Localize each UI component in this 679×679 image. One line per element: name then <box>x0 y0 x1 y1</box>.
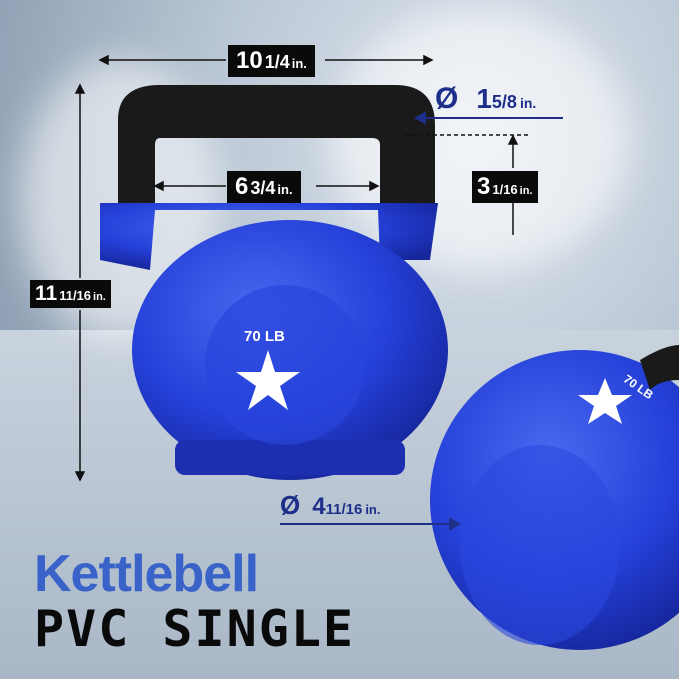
handle-diameter-label: Ø 1 5/8 in. <box>435 82 536 116</box>
base-diameter-whole: 4 <box>312 493 326 520</box>
width-unit: in. <box>291 56 307 71</box>
width-whole: 10 <box>236 47 263 74</box>
base-diameter-unit: in. <box>365 502 381 517</box>
handle-height-whole: 3 <box>477 173 491 200</box>
product-title: Kettlebell <box>34 545 259 603</box>
handle-width-fraction: 3/4 <box>250 178 276 198</box>
height-dimension-label: 11 11/16 in. <box>30 280 111 308</box>
handle-diameter-whole: 1 <box>476 83 492 114</box>
kettlebell-handle <box>118 85 435 205</box>
diameter-icon: Ø <box>280 490 301 520</box>
kettlebell-grip-sleeve <box>100 203 438 270</box>
height-fraction: 11/16 <box>59 288 92 303</box>
kettlebell-base <box>175 440 405 475</box>
diameter-icon: Ø <box>435 82 459 115</box>
handle-width-whole: 6 <box>235 173 249 200</box>
handle-diameter-unit: in. <box>519 95 537 111</box>
base-diameter-label: Ø 4 11/16 in. <box>280 490 380 521</box>
handle-width-label: 6 3/4 in. <box>227 171 301 203</box>
handle-height-fraction: 1/16 <box>492 182 518 197</box>
handle-width-unit: in. <box>277 182 293 197</box>
width-dimension-label: 10 1/4 in. <box>228 45 315 77</box>
product-subtitle: PVC SINGLE <box>34 600 356 658</box>
handle-diameter-fraction: 5/8 <box>491 92 517 112</box>
star-logo-icon <box>578 378 632 424</box>
height-unit: in. <box>93 291 106 303</box>
width-fraction: 1/4 <box>264 52 290 72</box>
handle-height-unit: in. <box>519 185 533 197</box>
handle-height-label: 3 1/16 in. <box>472 171 538 203</box>
base-diameter-fraction: 11/16 <box>325 501 363 518</box>
weight-label: 70 LB <box>244 328 285 345</box>
height-whole: 11 <box>35 282 58 305</box>
star-logo-icon <box>236 350 300 410</box>
